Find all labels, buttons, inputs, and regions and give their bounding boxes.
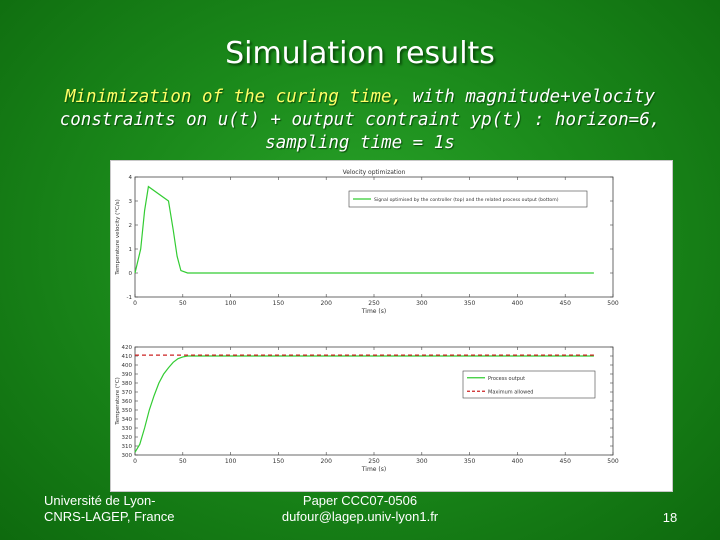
plot-0-legend-box bbox=[348, 190, 588, 208]
plot-0-ytick-label: -1 bbox=[127, 295, 132, 301]
plot-0-xtick-label: 450 bbox=[559, 300, 571, 307]
plot-1-xtick-label: 250 bbox=[368, 458, 380, 465]
plot-figure: Velocity optimization 0 50 100 150 200 250 300 3… bbox=[110, 160, 673, 492]
plot-1-ytick-label: 300 bbox=[122, 453, 133, 459]
slide-title: Simulation results bbox=[225, 36, 495, 71]
subtitle-line-2: constraints on u(t) + output contraint y… bbox=[59, 110, 661, 130]
footer-paper-id: Paper CCC07-0506 bbox=[302, 493, 418, 508]
plot-0-xtick-label: 250 bbox=[368, 300, 380, 307]
plot-0-ytick-label: 1 bbox=[129, 247, 133, 253]
plot-0-xtick-label: 150 bbox=[273, 300, 285, 307]
plot-0-ylabel: Temperature velocity (°C/s) bbox=[115, 199, 121, 275]
plot-1-xtick-label: 100 bbox=[225, 458, 237, 465]
plot-0-ytick-label: 2 bbox=[129, 223, 133, 229]
plot-1-legend-box bbox=[462, 370, 596, 399]
plot-1-ytick-label: 320 bbox=[122, 435, 133, 441]
plot-0-xtick-label: 0 bbox=[133, 300, 137, 307]
plot-1-ytick-label: 340 bbox=[122, 417, 133, 423]
plot-0-xlabel: Time (s) bbox=[361, 308, 386, 315]
plot-0-title: Velocity optimization bbox=[343, 169, 406, 176]
subtitle-line-1-italic: Minimization of the curing time, bbox=[64, 87, 403, 107]
plot-0-xtick-label: 50 bbox=[179, 300, 187, 307]
plot-1-xtick-label: 200 bbox=[320, 458, 332, 465]
plot-1-xtick-label: 300 bbox=[416, 458, 428, 465]
plot-1-legend-label-1: Maximum allowed bbox=[488, 389, 533, 395]
plot-1-xtick-label: 400 bbox=[512, 458, 524, 465]
footer-email: dufour@lagep.univ-lyon1.fr bbox=[281, 509, 439, 524]
plot-1-ytick-label: 370 bbox=[122, 390, 133, 396]
subtitle-line-3: sampling time = 1s bbox=[265, 133, 455, 153]
plot-0-xtick-label: 400 bbox=[512, 300, 524, 307]
plot-0-legend-label-0: Signal optimised by the controller (top)… bbox=[374, 197, 559, 203]
plot-1-xtick-label: 50 bbox=[179, 458, 187, 465]
plot-1-xtick-label: 450 bbox=[559, 458, 571, 465]
plot-1-legend-label-0: Process output bbox=[488, 376, 525, 382]
plot-1-ytick-label: 420 bbox=[122, 345, 133, 351]
page-number: 18 bbox=[662, 510, 678, 525]
plot-1-ytick-label: 390 bbox=[122, 372, 133, 378]
plot-1-xtick-label: 350 bbox=[464, 458, 476, 465]
plot-0-ytick-label: 4 bbox=[129, 175, 133, 181]
footer-paper: Paper CCC07-0506 dufour@lagep.univ-lyon1… bbox=[270, 493, 450, 525]
footer-affiliation: Université de Lyon- CNRS-LAGEP, France bbox=[44, 493, 175, 525]
footer-affiliation-line-2: CNRS-LAGEP, France bbox=[44, 509, 175, 524]
plot-0-ytick-label: 3 bbox=[129, 199, 133, 205]
plot-1-ytick-label: 350 bbox=[122, 408, 133, 414]
plot-0-xtick-label: 300 bbox=[416, 300, 428, 307]
plot-1-xlabel: Time (s) bbox=[361, 466, 386, 473]
plot-1-ytick-label: 380 bbox=[122, 381, 133, 387]
plot-1-axes-box bbox=[134, 346, 614, 456]
plot-1-xtick-label: 150 bbox=[273, 458, 285, 465]
plot-0-xtick-label: 350 bbox=[464, 300, 476, 307]
plot-1-xtick-label: 500 bbox=[607, 458, 619, 465]
plot-1-ytick-label: 400 bbox=[122, 363, 133, 369]
plot-1-ytick-label: 330 bbox=[122, 426, 133, 432]
subtitle-line-1: Minimization of the curing time, with ma… bbox=[28, 86, 692, 109]
subtitle-line-1-rest: with magnitude+velocity bbox=[402, 87, 656, 107]
footer-affiliation-line-1: Université de Lyon- bbox=[44, 493, 156, 508]
plot-1-series-0-line bbox=[134, 355, 594, 453]
plot-1-ytick-label: 360 bbox=[122, 399, 133, 405]
slide-subtitle: Minimization of the curing time, with ma… bbox=[28, 86, 692, 155]
plot-0-series-0-line bbox=[134, 185, 594, 274]
plot-0-xtick-label: 100 bbox=[225, 300, 237, 307]
plot-1-ytick-label: 310 bbox=[122, 444, 133, 450]
plot-0-xtick-label: 200 bbox=[320, 300, 332, 307]
plot-1-ytick-label: 410 bbox=[122, 354, 133, 360]
plot-1-ylabel: Temperature (°C) bbox=[115, 377, 121, 425]
plot-0-ytick-label: 0 bbox=[129, 271, 133, 277]
plot-0-xtick-label: 500 bbox=[607, 300, 619, 307]
plot-1-xtick-label: 0 bbox=[133, 458, 137, 465]
